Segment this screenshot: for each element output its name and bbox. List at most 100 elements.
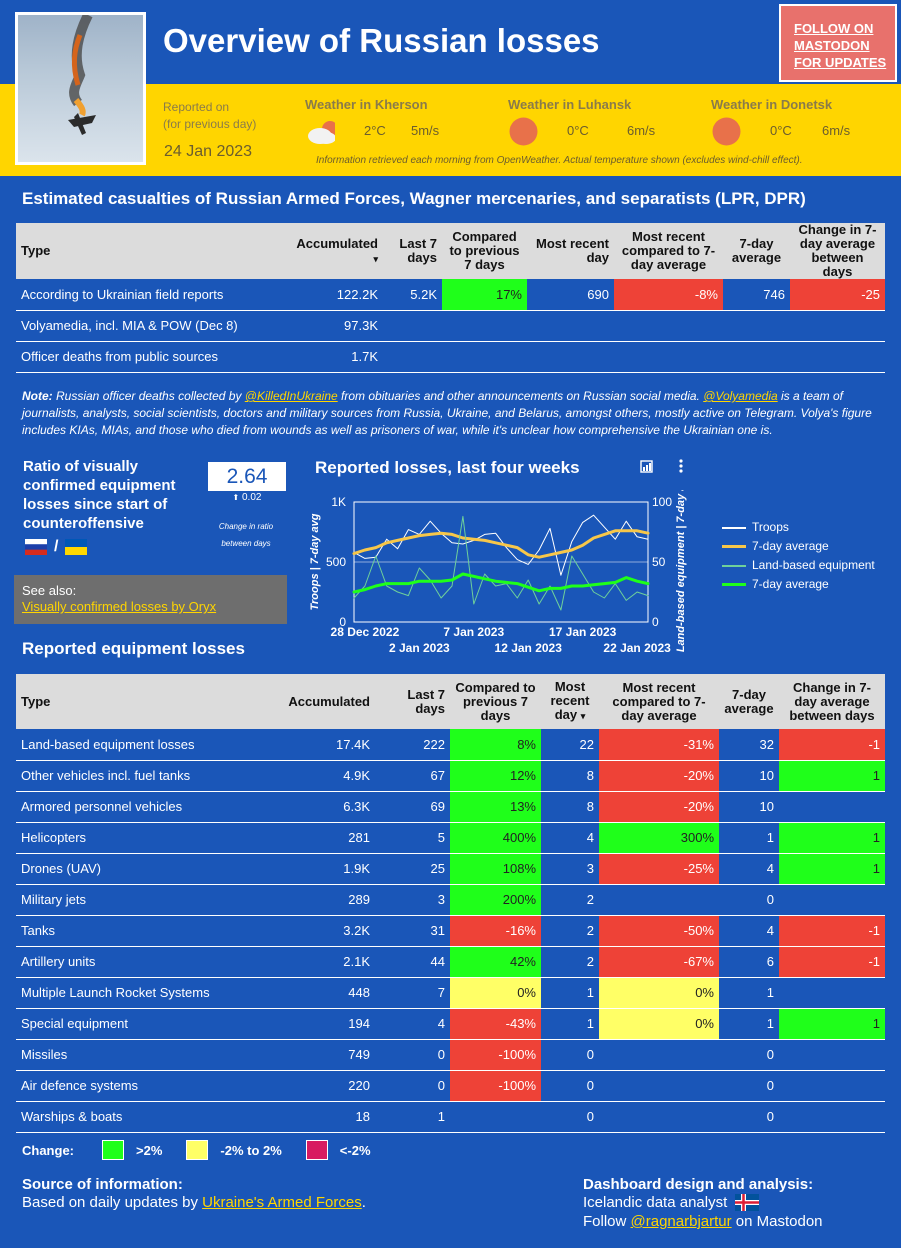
row-last7: 222	[375, 729, 450, 761]
volyamedia-link[interactable]: @Volyamedia	[703, 389, 778, 403]
casualties-table: Type Accumulated ▾ Last 7 days Compared t…	[16, 223, 885, 373]
row-type: Special equipment	[16, 1008, 266, 1040]
row-accumulated: 4.9K	[266, 760, 375, 792]
row-recent-day: 2	[541, 884, 599, 916]
see-also-box: See also: Visually confirmed losses by O…	[14, 575, 287, 624]
weather-city-luhansk: Weather in Luhansk	[508, 97, 632, 112]
row-type: Drones (UAV)	[16, 853, 266, 885]
table-row: Artillery units 2.1K 44 42% 2 -67% 6 -1	[16, 946, 885, 978]
row-last7: 0	[375, 1039, 450, 1071]
col-avg7[interactable]: 7-day average	[719, 674, 779, 729]
row-avg-change	[779, 1070, 885, 1102]
row-cmp-prev7: 17%	[442, 279, 527, 311]
row-type: Officer deaths from public sources	[16, 341, 270, 373]
more-options-icon[interactable]	[673, 458, 689, 474]
row-accumulated: 17.4K	[266, 729, 375, 761]
col-recent-day[interactable]: Most recent day	[527, 223, 614, 279]
row-empty	[383, 310, 442, 342]
row-recent-day: 8	[541, 791, 599, 823]
col-recent-vs-avg[interactable]: Most recent compared to 7-day average	[614, 223, 723, 279]
row-recent-vs-avg: 0%	[599, 1008, 719, 1040]
col-avg-change[interactable]: Change in 7-day average between days	[790, 223, 885, 279]
legend-item[interactable]: Land-based equipment	[722, 556, 875, 575]
row-avg7: 10	[719, 760, 779, 792]
col-last7[interactable]: Last 7 days	[375, 674, 450, 729]
col-recent-vs-avg[interactable]: Most recent compared to 7-day average	[599, 674, 719, 729]
legend-label: Land-based equipment	[752, 558, 875, 572]
ratio-change-value: 0.02	[242, 492, 262, 503]
row-type: Artillery units	[16, 946, 266, 978]
col-accumulated[interactable]: Accumulated ▾	[270, 223, 383, 279]
y-tick-label: 1K	[331, 495, 346, 509]
chart-legend: Troops 7-day average Land-based equipmen…	[722, 518, 875, 594]
ukraine-armed-forces-link[interactable]: Ukraine's Armed Forces	[202, 1194, 362, 1211]
iceland-flag-icon	[735, 1194, 760, 1211]
row-recent-vs-avg: -50%	[599, 915, 719, 947]
mastodon-handle-link[interactable]: @ragnarbjartur	[630, 1213, 732, 1230]
chart-insights-icon[interactable]	[639, 458, 655, 474]
row-recent-day: 1	[541, 1008, 599, 1040]
follow-line-1: FOLLOW ON	[794, 21, 874, 36]
row-last7: 25	[375, 853, 450, 885]
col-cmp-prev7[interactable]: Compared to previous 7 days	[450, 674, 541, 729]
row-avg7: 32	[719, 729, 779, 761]
legend-label: 7-day average	[752, 577, 829, 591]
reported-label-1: Reported on	[163, 100, 230, 114]
reported-label: Reported on (for previous day)	[163, 99, 256, 133]
col-cmp-prev7[interactable]: Compared to previous 7 days	[442, 223, 527, 279]
col-type[interactable]: Type	[16, 223, 270, 279]
row-avg7: 0	[719, 1101, 779, 1133]
source-part: .	[361, 1194, 366, 1211]
x-tick-label: 7 Jan 2023	[443, 625, 504, 639]
row-accumulated: 194	[266, 1008, 375, 1040]
row-empty	[723, 341, 790, 373]
col-avg-change[interactable]: Change in 7-day average between days	[779, 674, 885, 729]
y2-tick-label: 0	[652, 615, 659, 629]
note-label: Note:	[22, 389, 53, 403]
legend-item[interactable]: Troops	[722, 518, 875, 537]
weather-wind-donetsk: 6m/s	[822, 123, 851, 138]
row-recent-day: 2	[541, 946, 599, 978]
row-avg-change: -1	[779, 729, 885, 761]
row-last7: 3	[375, 884, 450, 916]
chart-toolbar	[639, 457, 689, 474]
col-last7[interactable]: Last 7 days	[383, 223, 442, 279]
row-avg-change: -25	[790, 279, 885, 311]
weather-temp-luhansk: 0°C	[567, 123, 589, 138]
col-avg7[interactable]: 7-day average	[723, 223, 790, 279]
row-accumulated: 448	[266, 977, 375, 1009]
row-recent-day: 8	[541, 760, 599, 792]
row-last7: 44	[375, 946, 450, 978]
legend-item[interactable]: 7-day average	[722, 537, 875, 556]
row-type: Helicopters	[16, 822, 266, 854]
reported-date: 24 Jan 2023	[164, 143, 253, 160]
source-text: Based on daily updates by Ukraine's Arme…	[22, 1194, 366, 1211]
row-type: Land-based equipment losses	[16, 729, 266, 761]
y2-axis-title: Land-based equipment | 7-day avg	[675, 490, 687, 652]
col-accumulated[interactable]: Accumulated	[266, 674, 375, 729]
row-last7: 7	[375, 977, 450, 1009]
row-empty	[614, 341, 723, 373]
table-row: Drones (UAV) 1.9K 25 108% 3 -25% 4 1	[16, 853, 885, 885]
row-type: Volyamedia, incl. MIA & POW (Dec 8)	[16, 310, 270, 342]
table-row: Military jets 289 3 200% 2 0	[16, 884, 885, 916]
design-part: on Mastodon	[731, 1213, 823, 1230]
header-weather-band	[0, 84, 901, 176]
col-type[interactable]: Type	[16, 674, 266, 729]
y-axis-title: Troops | 7-day avg	[309, 513, 321, 610]
row-avg7: 1	[719, 977, 779, 1009]
legend-item[interactable]: 7-day average	[722, 575, 875, 594]
partly-cloudy-icon	[308, 121, 335, 144]
row-recent-day: 3	[541, 853, 599, 885]
row-cmp-prev7: 200%	[450, 884, 541, 916]
col-recent-day[interactable]: Most recent day ▾	[541, 674, 599, 729]
oryx-link[interactable]: Visually confirmed losses by Oryx	[22, 599, 217, 614]
row-type: Warships & boats	[16, 1101, 266, 1133]
table-row: Land-based equipment losses 17.4K 222 8% 22-…	[16, 729, 885, 761]
row-recent-vs-avg: -67%	[599, 946, 719, 978]
row-type: Military jets	[16, 884, 266, 916]
table-row: Special equipment 194 4 -43% 1 0% 1 1	[16, 1008, 885, 1040]
row-empty	[790, 310, 885, 342]
follow-mastodon-button[interactable]: FOLLOW ON MASTODON FOR UPDATES	[779, 4, 897, 82]
killedinukraine-link[interactable]: @KilledInUkraine	[244, 389, 338, 403]
